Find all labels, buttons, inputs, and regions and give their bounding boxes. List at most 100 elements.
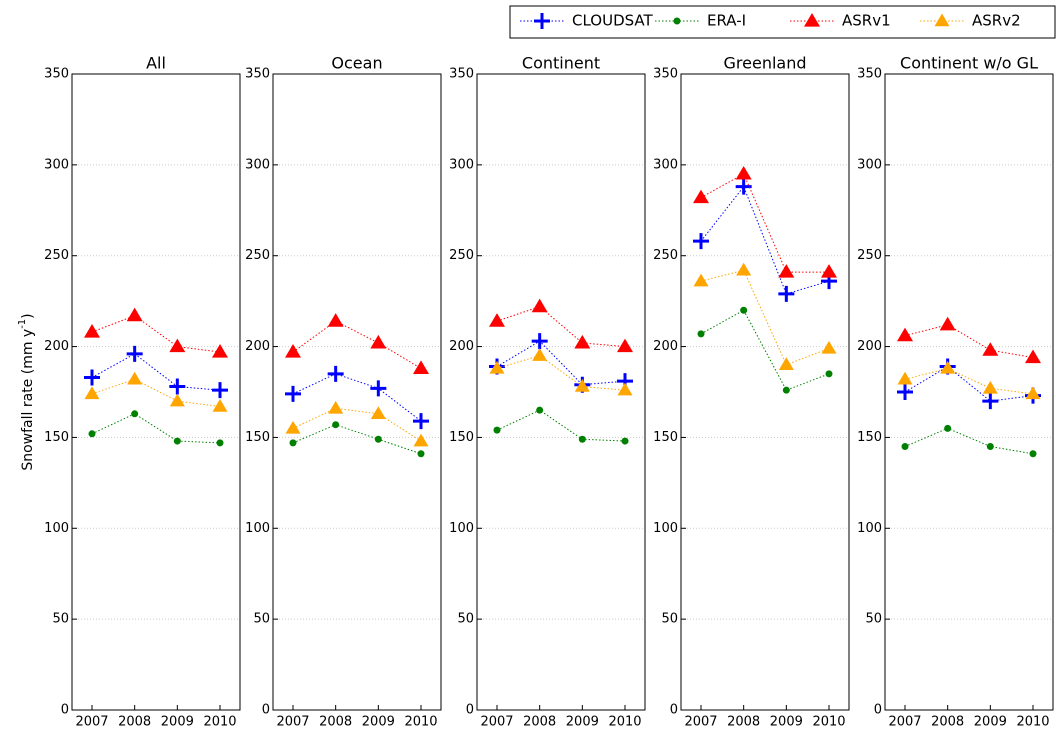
- triangle-marker: [169, 393, 185, 407]
- triangle-marker: [285, 420, 301, 434]
- triangle-marker: [897, 371, 913, 385]
- series-line: [700, 173, 829, 273]
- triangle-marker: [531, 298, 548, 313]
- dot-marker: [417, 450, 425, 458]
- plot-frame: [884, 73, 1054, 711]
- legend-label: ASRv1: [842, 12, 891, 30]
- triangle-marker: [413, 433, 429, 447]
- legend-box: [509, 5, 1056, 39]
- panel-title: All: [146, 54, 166, 73]
- y-tick-label: 0: [466, 703, 474, 718]
- y-tick-label: 350: [44, 67, 69, 82]
- y-label-end: ): [20, 313, 36, 318]
- y-tick-label: 200: [44, 339, 69, 354]
- triangle-marker: [693, 273, 709, 287]
- y-tick-label: 350: [245, 67, 270, 82]
- triangle-marker: [934, 13, 950, 27]
- series-line: [292, 424, 422, 455]
- series: [489, 333, 633, 393]
- plus-marker: [370, 380, 387, 397]
- triangle-marker: [127, 371, 143, 385]
- y-tick-label: 50: [865, 612, 882, 627]
- dot-marker: [289, 439, 297, 447]
- series: [693, 178, 837, 302]
- series: [901, 424, 1037, 458]
- x-tick-label: 2008: [118, 715, 151, 730]
- y-tick-label: 50: [661, 612, 678, 627]
- series: [897, 358, 1041, 410]
- triangle-marker: [617, 382, 633, 396]
- panel-title: Continent w/o GL: [900, 54, 1038, 73]
- series: [489, 298, 633, 353]
- series: [285, 313, 429, 374]
- x-tick-label: 2010: [812, 715, 845, 730]
- dot-marker: [986, 443, 994, 451]
- triangle-marker: [1025, 386, 1041, 400]
- triangle-marker: [574, 379, 590, 392]
- dot-marker: [697, 330, 705, 338]
- y-tick-label: 250: [653, 248, 678, 263]
- dot-marker: [88, 430, 96, 438]
- series-line: [700, 185, 830, 295]
- x-tick-label: 2009: [974, 715, 1007, 730]
- y-tick-label: 50: [457, 612, 474, 627]
- y-tick-label: 200: [653, 339, 678, 354]
- dot-marker: [901, 443, 909, 451]
- series: [697, 306, 833, 394]
- dot-marker: [216, 439, 224, 447]
- triangle-marker: [327, 313, 344, 327]
- y-tick-label: 350: [857, 67, 882, 82]
- plus-marker: [212, 382, 228, 399]
- x-tick-label: 2009: [362, 715, 395, 730]
- triangle-marker: [413, 360, 429, 374]
- plot-frame: [272, 73, 442, 711]
- plus-marker: [285, 385, 301, 402]
- series-line: [904, 427, 1034, 455]
- dot-marker: [1029, 450, 1037, 458]
- dot-marker: [944, 424, 952, 432]
- y-tick-label: 100: [653, 521, 678, 536]
- x-tick-label: 2010: [608, 715, 641, 730]
- y-tick-label: 250: [44, 248, 69, 263]
- plus-marker: [531, 333, 548, 350]
- dot-marker: [173, 437, 181, 445]
- y-tick-label: 300: [245, 157, 270, 172]
- series: [897, 360, 1041, 400]
- dot-marker: [131, 410, 139, 418]
- triangle-marker: [212, 399, 228, 412]
- series-line: [904, 324, 1034, 358]
- triangle-marker: [370, 334, 387, 349]
- dot-marker: [493, 426, 501, 434]
- plot-frame: [476, 73, 646, 711]
- y-tick-label: 350: [653, 67, 678, 82]
- triangle-marker: [212, 344, 228, 358]
- y-tick-label: 300: [44, 157, 69, 172]
- y-tick-label: 200: [857, 339, 882, 354]
- y-axis-label: Snowfall rate (mm y-1): [17, 313, 36, 470]
- legend-label: ERA-I: [707, 12, 746, 30]
- dot-marker: [782, 386, 790, 394]
- series-line: [91, 353, 221, 391]
- series-line: [91, 315, 221, 353]
- series: [84, 371, 228, 412]
- triangle-marker: [169, 338, 186, 353]
- plus-marker: [534, 13, 550, 29]
- y-label-sup: -1: [17, 319, 28, 329]
- plus-marker: [982, 393, 999, 410]
- y-tick-label: 100: [44, 521, 69, 536]
- plus-marker: [84, 369, 100, 386]
- x-tick-label: 2010: [404, 715, 437, 730]
- y-tick-label: 50: [253, 612, 270, 627]
- y-tick-label: 100: [449, 521, 474, 536]
- panel-title: Ocean: [331, 54, 382, 73]
- triangle-marker: [489, 360, 505, 374]
- y-tick-label: 150: [245, 430, 270, 445]
- x-tick-label: 2007: [276, 715, 309, 730]
- y-tick-label: 150: [44, 430, 69, 445]
- series-line: [91, 413, 221, 444]
- y-tick-label: 150: [857, 430, 882, 445]
- triangle-marker: [126, 307, 143, 322]
- series-line: [496, 355, 626, 391]
- plot-frame: [71, 73, 241, 711]
- triangle-marker: [693, 189, 709, 204]
